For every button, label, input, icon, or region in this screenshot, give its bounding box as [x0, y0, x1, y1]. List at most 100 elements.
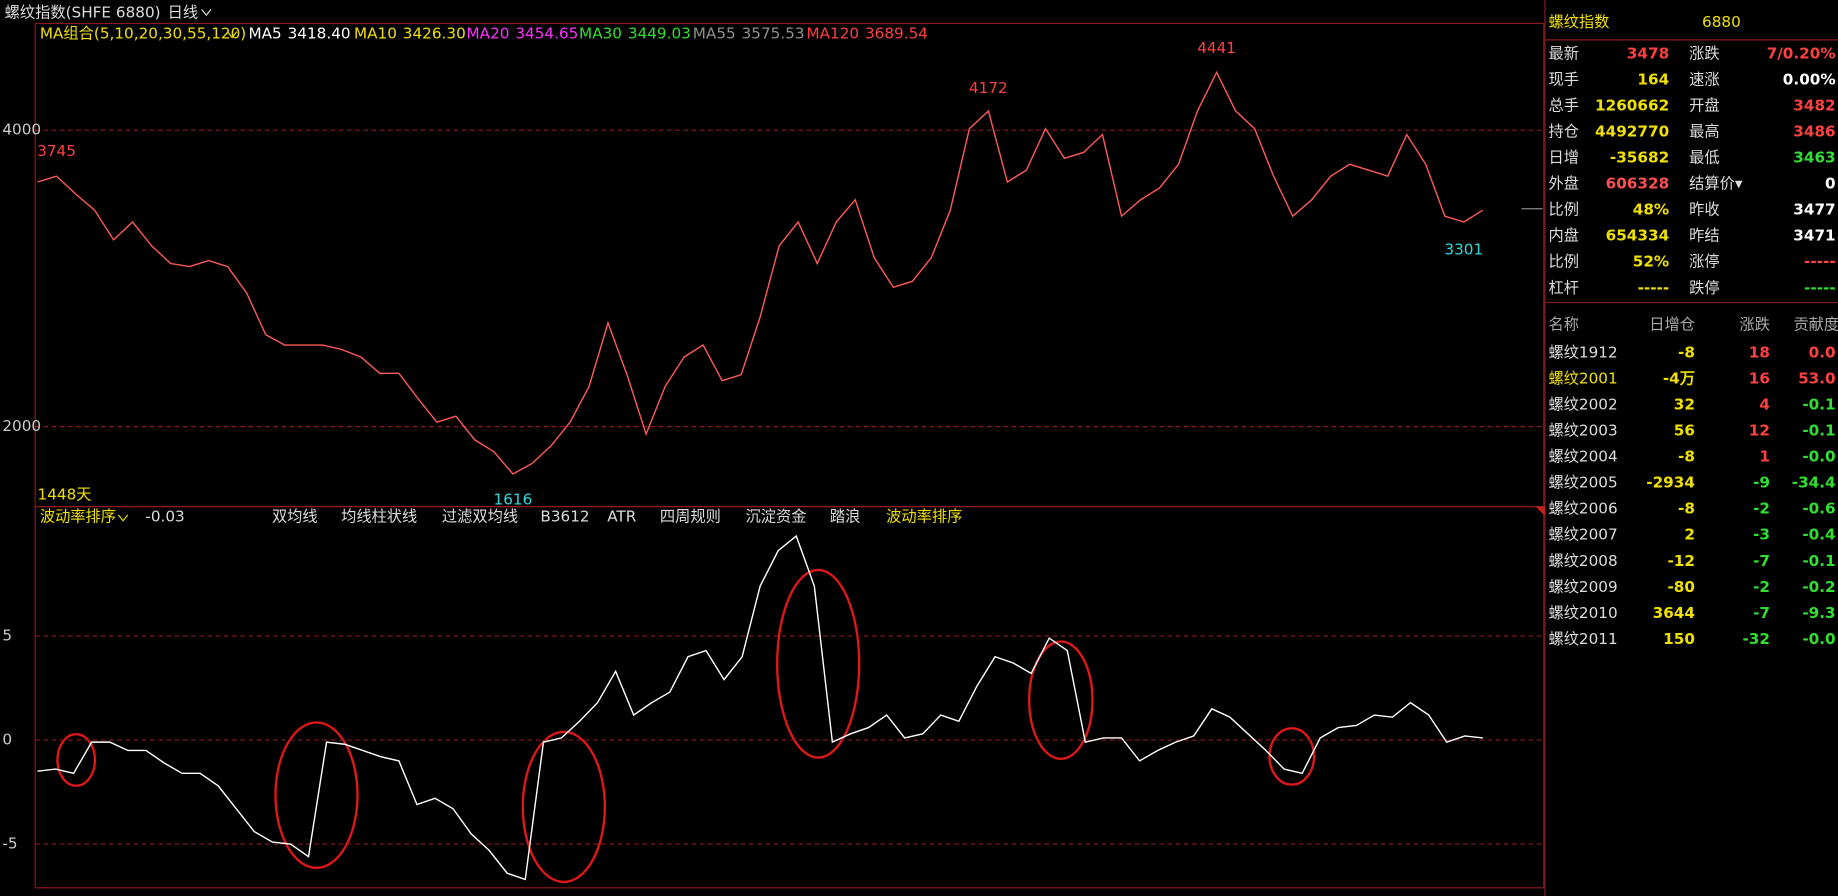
quote-value: 52% [1633, 253, 1669, 271]
quote-value: 0 [1825, 175, 1836, 193]
quote-label: 杠杆 [1548, 279, 1578, 297]
contract-cell: 53.0 [1798, 370, 1836, 388]
y-tick-label: -5 [2, 835, 17, 853]
contract-cell: -2 [1753, 578, 1770, 596]
contract-name[interactable]: 螺纹2010 [1548, 604, 1617, 622]
ma-legend: MA30 [579, 25, 622, 43]
quote-value: 3477 [1793, 201, 1835, 219]
y-tick-label: 0 [2, 731, 12, 749]
contract-cell: -9 [1753, 474, 1770, 492]
contract-name[interactable]: 螺纹2008 [1548, 552, 1617, 570]
contract-cell: 2 [1684, 526, 1695, 544]
contract-cell: -80 [1667, 578, 1695, 596]
dropdown-arrow [226, 31, 238, 39]
contract-cell: 16 [1749, 370, 1770, 388]
contract-cell: 4 [1759, 396, 1770, 414]
ma-value: 3426.30 [403, 25, 466, 43]
contract-name[interactable]: 螺纹2001 [1548, 370, 1617, 388]
annotation-circles [56, 568, 1316, 884]
contract-name[interactable]: 螺纹1912 [1548, 344, 1617, 362]
contract-name[interactable]: 螺纹2009 [1548, 578, 1617, 596]
contract-cell: -7 [1753, 552, 1770, 570]
quote-label: 结算价▾ [1689, 175, 1743, 193]
contract-cell: 3644 [1653, 604, 1695, 622]
dropdown-arrow [117, 514, 129, 522]
quote-value: ----- [1638, 279, 1670, 297]
quote-label: 昨收 [1689, 201, 1719, 219]
contract-cell: -0.4 [1802, 526, 1835, 544]
annotation-circle [56, 732, 97, 787]
ma-group[interactable]: MA组合(5,10,20,30,55,120) [40, 25, 246, 43]
contract-name[interactable]: 螺纹2006 [1548, 500, 1617, 518]
contract-cell: -34.4 [1792, 474, 1836, 492]
quote-value: 3478 [1627, 44, 1669, 62]
contract-cell: -32 [1742, 630, 1770, 648]
quote-label: 最高 [1689, 123, 1719, 141]
table-header[interactable]: 涨跌 [1740, 315, 1770, 333]
quote-value: ----- [1804, 253, 1836, 271]
quote-label: 内盘 [1548, 227, 1578, 245]
quote-value: 3486 [1793, 123, 1835, 141]
ma-legend: MA5 [249, 25, 282, 43]
ma-value: 3454.65 [515, 25, 578, 43]
symbol-title[interactable]: 螺纹指数(SHFE 6880) [5, 3, 161, 21]
indicator-tab[interactable]: 四周规则 [660, 508, 721, 526]
ma-legend: MA55 [693, 25, 736, 43]
annotation-circle [1028, 640, 1094, 760]
indicator-tab[interactable]: ATR [607, 508, 637, 526]
quote-title: 螺纹指数 [1548, 13, 1609, 31]
contract-cell: -12 [1667, 552, 1695, 570]
annotation-circle [775, 568, 861, 759]
indicator-tab[interactable]: 波动率排序 [886, 508, 962, 526]
quote-label: 外盘 [1548, 175, 1578, 193]
quote-value: 0.00% [1783, 70, 1836, 88]
quote-label: 总手 [1548, 97, 1578, 115]
quote-label: 跌停 [1689, 279, 1719, 297]
indicator-tab[interactable]: 均线柱状线 [341, 508, 417, 526]
contract-cell: -9.3 [1802, 604, 1835, 622]
quote-label: 日增 [1548, 149, 1578, 167]
indicator-tab[interactable]: B3612 [540, 508, 589, 526]
annotation-circle [521, 730, 607, 884]
contract-name[interactable]: 螺纹2004 [1548, 448, 1617, 466]
contract-cell: -0.6 [1802, 500, 1835, 518]
table-header[interactable]: 贡献度 [1793, 315, 1838, 333]
indicator-select[interactable]: 波动率排序 [40, 508, 116, 526]
extreme-label: 1616 [494, 490, 533, 508]
quote-label: 最低 [1689, 149, 1719, 167]
y-tick-label: 5 [2, 626, 12, 644]
indicator-tab[interactable]: 过滤双均线 [442, 508, 518, 526]
quote-value: -35682 [1610, 149, 1669, 167]
series-line [37, 534, 1483, 881]
y-tick-label: 4000 [2, 121, 41, 139]
table-header[interactable]: 日增仓 [1649, 315, 1695, 333]
contract-cell: 12 [1749, 422, 1770, 440]
quote-value: 4492770 [1595, 123, 1669, 141]
contract-cell: -8 [1678, 448, 1695, 466]
indicator-tab[interactable]: 沉淀资金 [746, 508, 807, 526]
quote-value: 3482 [1793, 97, 1835, 115]
contract-name[interactable]: 螺纹2007 [1548, 526, 1617, 544]
ma-value: 3689.54 [865, 25, 928, 43]
extreme-label: 3301 [1444, 241, 1483, 259]
contract-cell: -0.0 [1802, 448, 1835, 466]
indicator-tab[interactable]: 双均线 [272, 508, 318, 526]
quote-label: 开盘 [1689, 97, 1719, 115]
quote-value: 7/0.20% [1767, 44, 1836, 62]
table-header[interactable]: 名称 [1548, 315, 1578, 333]
contract-name[interactable]: 螺纹2003 [1548, 422, 1617, 440]
contract-cell: 150 [1663, 630, 1695, 648]
contract-name[interactable]: 螺纹2011 [1548, 630, 1617, 648]
bars-count: 1448天 [38, 485, 92, 503]
quote-label: 持仓 [1548, 123, 1578, 141]
indicator-tab[interactable]: 踏浪 [830, 508, 860, 526]
contract-cell: -0.1 [1802, 422, 1835, 440]
contract-name[interactable]: 螺纹2005 [1548, 474, 1617, 492]
quote-label: 昨结 [1689, 227, 1719, 245]
contract-cell: 18 [1749, 344, 1770, 362]
quote-label: 最新 [1548, 44, 1578, 62]
contract-name[interactable]: 螺纹2002 [1548, 396, 1617, 414]
quote-label: 现手 [1548, 70, 1578, 88]
period-select[interactable]: 日线 [168, 3, 198, 21]
